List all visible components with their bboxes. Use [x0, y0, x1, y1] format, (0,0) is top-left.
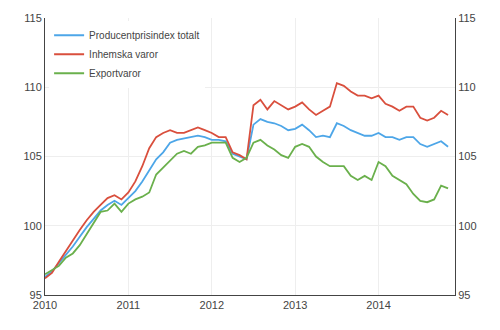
svg-text:115: 115 — [458, 12, 476, 24]
svg-text:Exportvaror: Exportvaror — [89, 68, 141, 79]
svg-text:Inhemska varor: Inhemska varor — [89, 49, 159, 60]
svg-text:2013: 2013 — [283, 299, 307, 311]
svg-text:100: 100 — [23, 220, 41, 232]
svg-text:2012: 2012 — [200, 299, 224, 311]
svg-text:95: 95 — [458, 289, 470, 301]
svg-text:Producentprisindex totalt: Producentprisindex totalt — [89, 30, 199, 41]
svg-text:105: 105 — [458, 150, 476, 162]
svg-text:2010: 2010 — [33, 299, 57, 311]
svg-text:2011: 2011 — [117, 299, 141, 311]
svg-text:105: 105 — [23, 150, 41, 162]
svg-text:2014: 2014 — [366, 299, 390, 311]
svg-text:110: 110 — [458, 81, 476, 93]
svg-text:110: 110 — [24, 81, 42, 93]
svg-text:95: 95 — [30, 289, 42, 301]
svg-text:100: 100 — [458, 220, 476, 232]
svg-text:115: 115 — [24, 12, 42, 24]
